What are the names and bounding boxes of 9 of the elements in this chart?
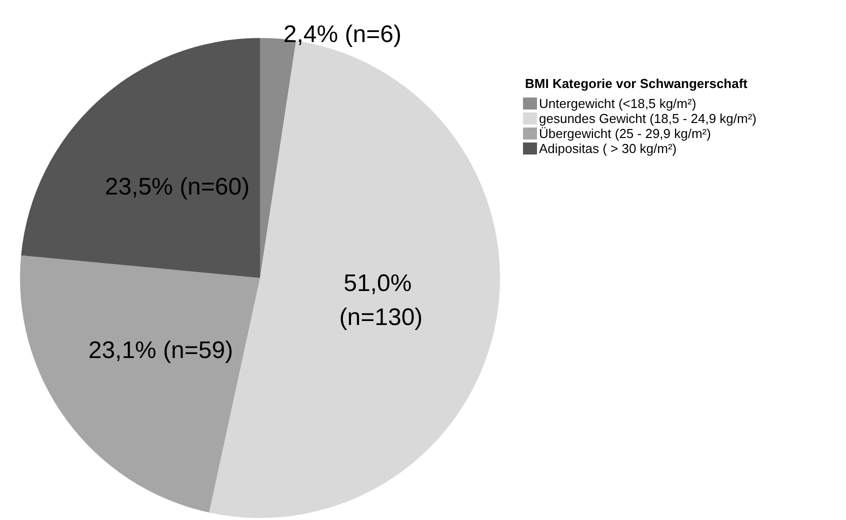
data-label: 23,5% (n=60) [104, 174, 250, 201]
legend-label: Adipositas ( > 30 kg/m²) [539, 141, 677, 156]
data-label: 51,0% (n=130) [339, 270, 423, 331]
legend-title: BMI Kategorie vor Schwangerschaft [525, 76, 748, 91]
legend-label: Untergewicht (<18,5 kg/m²) [539, 96, 696, 111]
data-label: 2,4% (n=6) [283, 21, 402, 48]
legend-label: Übergewicht (25 - 29,9 kg/m²) [539, 126, 711, 141]
legend-label: gesundes Gewicht (18,5 - 24,9 kg/m²) [539, 111, 756, 126]
data-label: 23,1% (n=59) [88, 337, 234, 364]
